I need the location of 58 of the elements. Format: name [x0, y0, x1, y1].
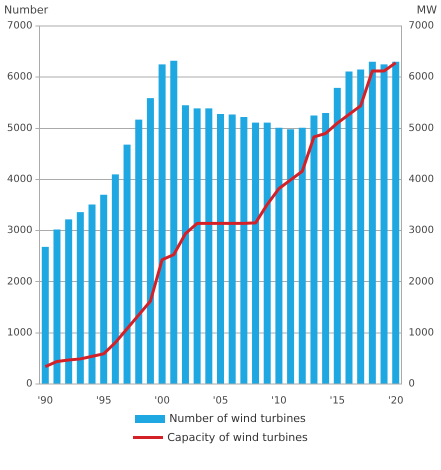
- x-tick-label: '95: [96, 396, 112, 407]
- bar: [275, 128, 282, 384]
- y2-tick-label: 7000: [408, 20, 434, 32]
- bar: [334, 88, 341, 384]
- y-tick-label: 4000: [6, 174, 32, 186]
- bar: [392, 62, 400, 384]
- y2-tick-label: 5000: [408, 122, 434, 134]
- bar: [88, 204, 96, 384]
- bar: [65, 219, 72, 384]
- y-tick-label: 3000: [6, 225, 32, 236]
- y2-tick-label: 2000: [408, 276, 434, 288]
- bar: [170, 60, 178, 384]
- y-tick-label: 7000: [6, 20, 32, 32]
- y2-tick-label: 0: [408, 378, 415, 390]
- x-tick-label: '10: [271, 396, 287, 407]
- x-tick-label: '00: [154, 396, 170, 407]
- y-tick-label: 2000: [6, 276, 32, 288]
- x-tick-label: '90: [38, 396, 54, 407]
- bar: [252, 122, 260, 384]
- legend-label: Number of wind turbines: [169, 412, 306, 425]
- bar: [310, 116, 318, 384]
- bar: [368, 62, 376, 384]
- bar: [357, 69, 364, 384]
- y2-tick-label: 3000: [408, 225, 434, 236]
- y2-tick-label: 1000: [408, 327, 434, 338]
- bar: [135, 120, 142, 384]
- bar: [42, 246, 49, 384]
- bar: [76, 212, 84, 384]
- bar: [228, 114, 236, 384]
- bar: [287, 129, 294, 384]
- bar: [112, 174, 119, 384]
- y-axis-title: Number: [4, 3, 49, 16]
- bar: [100, 194, 108, 384]
- bar: [146, 98, 154, 384]
- bar: [53, 230, 60, 384]
- bar: [216, 114, 224, 384]
- y-tick-label: 6000: [6, 72, 32, 83]
- bar: [194, 108, 201, 384]
- legend-label: Capacity of wind turbines: [167, 431, 308, 444]
- y2-tick-label: 4000: [408, 174, 434, 186]
- bar: [240, 117, 248, 384]
- y-tick-label: 5000: [6, 122, 32, 134]
- bar: [205, 108, 212, 384]
- y2-tick-label: 6000: [408, 72, 434, 83]
- bar: [380, 64, 388, 384]
- bar: [345, 72, 352, 384]
- x-tick-label: '15: [330, 396, 346, 407]
- bar: [182, 105, 189, 384]
- bar: [264, 122, 271, 384]
- bar: [298, 128, 306, 384]
- y-tick-label: 1000: [6, 327, 32, 338]
- bar: [158, 64, 166, 384]
- x-tick-label: '05: [212, 396, 228, 407]
- y2-axis-title: MW: [416, 3, 438, 16]
- bar: [124, 144, 131, 384]
- y-tick-label: 0: [26, 378, 32, 390]
- bar: [322, 112, 330, 384]
- x-tick-label: '20: [388, 396, 404, 407]
